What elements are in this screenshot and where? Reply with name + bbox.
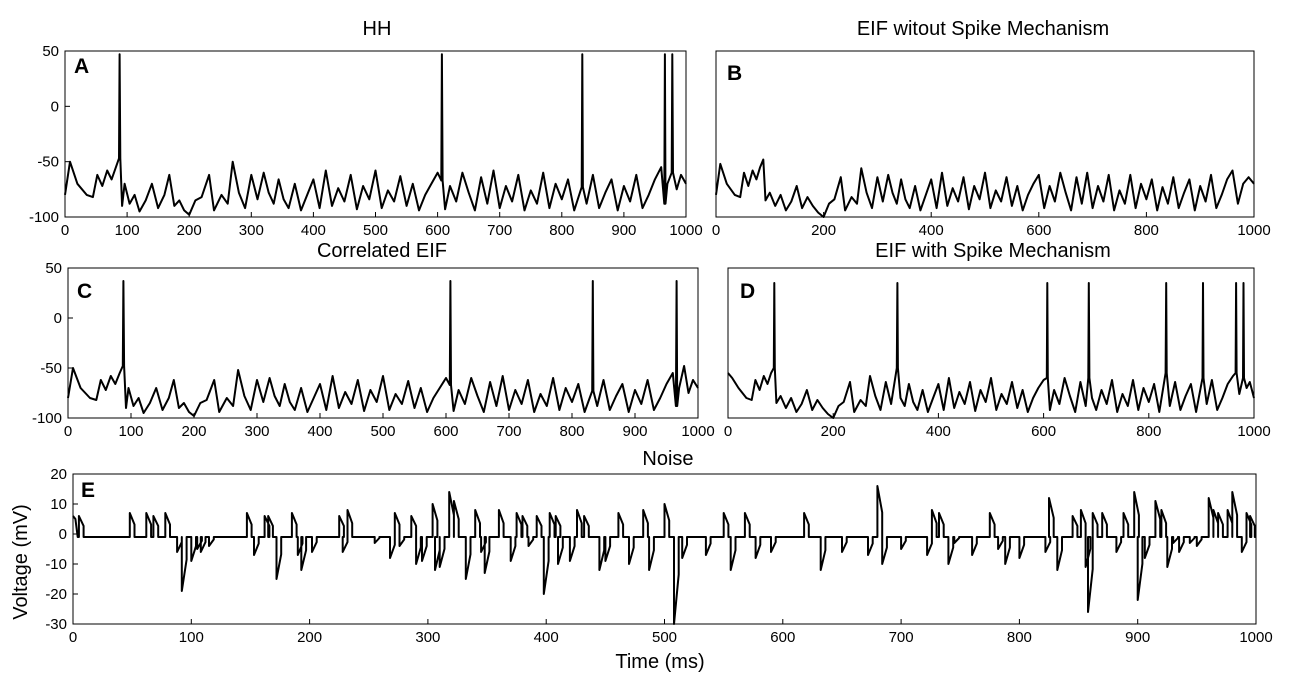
panel-c-letter: C xyxy=(77,280,92,303)
panel-a-xtick-label: 0 xyxy=(61,222,69,239)
panel-c-xtick-label: 500 xyxy=(370,423,395,440)
panel-e-xtick-label: 600 xyxy=(770,629,795,646)
panel-e-frame xyxy=(72,473,1257,625)
panel-c-ytick-label: 50 xyxy=(45,260,62,277)
panel-a-xtick-label: 900 xyxy=(611,222,636,239)
panel-c-xtick-label: 300 xyxy=(244,423,269,440)
panel-b-xtick-label: 1000 xyxy=(1237,222,1270,239)
panel-d-frame xyxy=(727,267,1255,419)
panel-b-xtick-label: 0 xyxy=(712,222,720,239)
panel-c-trace xyxy=(67,280,699,417)
panel-e: 0 100 200 300 400 500 600 700 800 900 100020100-10… xyxy=(45,466,1272,646)
panel-a-ytick-label: 50 xyxy=(42,43,59,60)
panel-d-letter: D xyxy=(740,280,755,303)
panel-d-title: EIF with Spike Mechanism xyxy=(875,240,1111,262)
panel-e-ytick-label: 0 xyxy=(59,526,67,543)
x-axis-label: Time (ms) xyxy=(615,651,704,673)
panel-a-xtick-label: 300 xyxy=(239,222,264,239)
panel-d-xtick-label: 800 xyxy=(1136,423,1161,440)
panel-e-ytick-label: -20 xyxy=(45,586,67,603)
panel-d-xtick-label: 400 xyxy=(926,423,951,440)
panel-e-xtick-label: 300 xyxy=(415,629,440,646)
panel-a-ytick-label: -100 xyxy=(29,209,59,226)
panel-b-title: EIF witout Spike Mechanism xyxy=(857,18,1109,40)
panel-a-xtick-label: 500 xyxy=(363,222,388,239)
panel-e-ytick-label: -10 xyxy=(45,556,67,573)
panel-e-ytick-label: 10 xyxy=(50,496,67,513)
panel-c-xtick-label: 1000 xyxy=(681,423,714,440)
panel-a-xtick-label: 400 xyxy=(301,222,326,239)
panel-a-trace xyxy=(64,53,687,216)
panel-a-ytick-label: -50 xyxy=(37,154,59,171)
panel-e-xtick-label: 800 xyxy=(1007,629,1032,646)
panel-c-ytick-label: 0 xyxy=(54,310,62,327)
panel-b-xtick-label: 600 xyxy=(1026,222,1051,239)
panel-e-xtick-label: 400 xyxy=(534,629,559,646)
panel-e-xtick-label: 200 xyxy=(297,629,322,646)
panel-d-xtick-label: 200 xyxy=(821,423,846,440)
panel-b-xtick-label: 400 xyxy=(919,222,944,239)
panel-b-frame xyxy=(715,50,1255,218)
panel-a-xtick-label: 700 xyxy=(487,222,512,239)
panel-a-title: HH xyxy=(363,18,392,40)
panel-a-xtick-label: 800 xyxy=(549,222,574,239)
panel-b-letter: B xyxy=(727,62,742,85)
panel-e-xtick-label: 700 xyxy=(889,629,914,646)
panel-e-xtick-label: 1000 xyxy=(1239,629,1272,646)
panel-c-title: Correlated EIF xyxy=(317,240,447,262)
panel-d-trace xyxy=(727,282,1255,419)
panel-d-xtick-label: 0 xyxy=(724,423,732,440)
panel-c-xtick-label: 700 xyxy=(496,423,521,440)
panel-e-xtick-label: 0 xyxy=(69,629,77,646)
panel-d-xtick-label: 1000 xyxy=(1237,423,1270,440)
panel-a-xtick-label: 100 xyxy=(115,222,140,239)
panel-e-xtick-label: 100 xyxy=(179,629,204,646)
panel-a-xtick-label: 200 xyxy=(177,222,202,239)
panel-c-xtick-label: 400 xyxy=(307,423,332,440)
panel-c-xtick-label: 100 xyxy=(118,423,143,440)
panel-e-title: Noise xyxy=(642,448,693,470)
panel-e-xtick-label: 900 xyxy=(1125,629,1150,646)
panel-a: 0 100 200 300 400 500 600 700 800 900 1000500-50-1… xyxy=(29,43,703,239)
panel-c-xtick-label: 600 xyxy=(433,423,458,440)
panel-d-xtick-label: 600 xyxy=(1031,423,1056,440)
panel-c-frame xyxy=(67,267,699,419)
panel-c-xtick-label: 200 xyxy=(181,423,206,440)
panel-a-frame xyxy=(64,50,687,218)
panel-e-letter: E xyxy=(81,479,95,502)
panel-c-xtick-label: 800 xyxy=(559,423,584,440)
panel-b: 0 200 400 600 800 1000 xyxy=(712,50,1271,239)
panel-e-ytick-label: 20 xyxy=(50,466,67,483)
panel-e-xtick-label: 500 xyxy=(652,629,677,646)
panel-e-trace xyxy=(72,485,1256,625)
panel-a-ytick-label: 0 xyxy=(51,98,59,115)
panel-b-trace xyxy=(715,158,1255,218)
panel-b-xtick-label: 200 xyxy=(811,222,836,239)
panel-c-xtick-label: 900 xyxy=(622,423,647,440)
panel-c-ytick-label: -100 xyxy=(32,410,62,427)
panel-c-xtick-label: 0 xyxy=(64,423,72,440)
panel-c: 0 100 200 300 400 500 600 700 800 900 1000500-50-1… xyxy=(32,260,715,440)
panel-a-xtick-label: 1000 xyxy=(669,222,702,239)
panel-a-xtick-label: 600 xyxy=(425,222,450,239)
panel-c-ytick-label: -50 xyxy=(40,360,62,377)
panel-d: 0 200 400 600 800 1000 xyxy=(724,267,1271,440)
panel-b-xtick-label: 800 xyxy=(1134,222,1159,239)
panel-e-ytick-label: -30 xyxy=(45,616,67,633)
y-axis-label: Voltage (mV) xyxy=(10,504,32,620)
panel-a-letter: A xyxy=(74,55,89,78)
